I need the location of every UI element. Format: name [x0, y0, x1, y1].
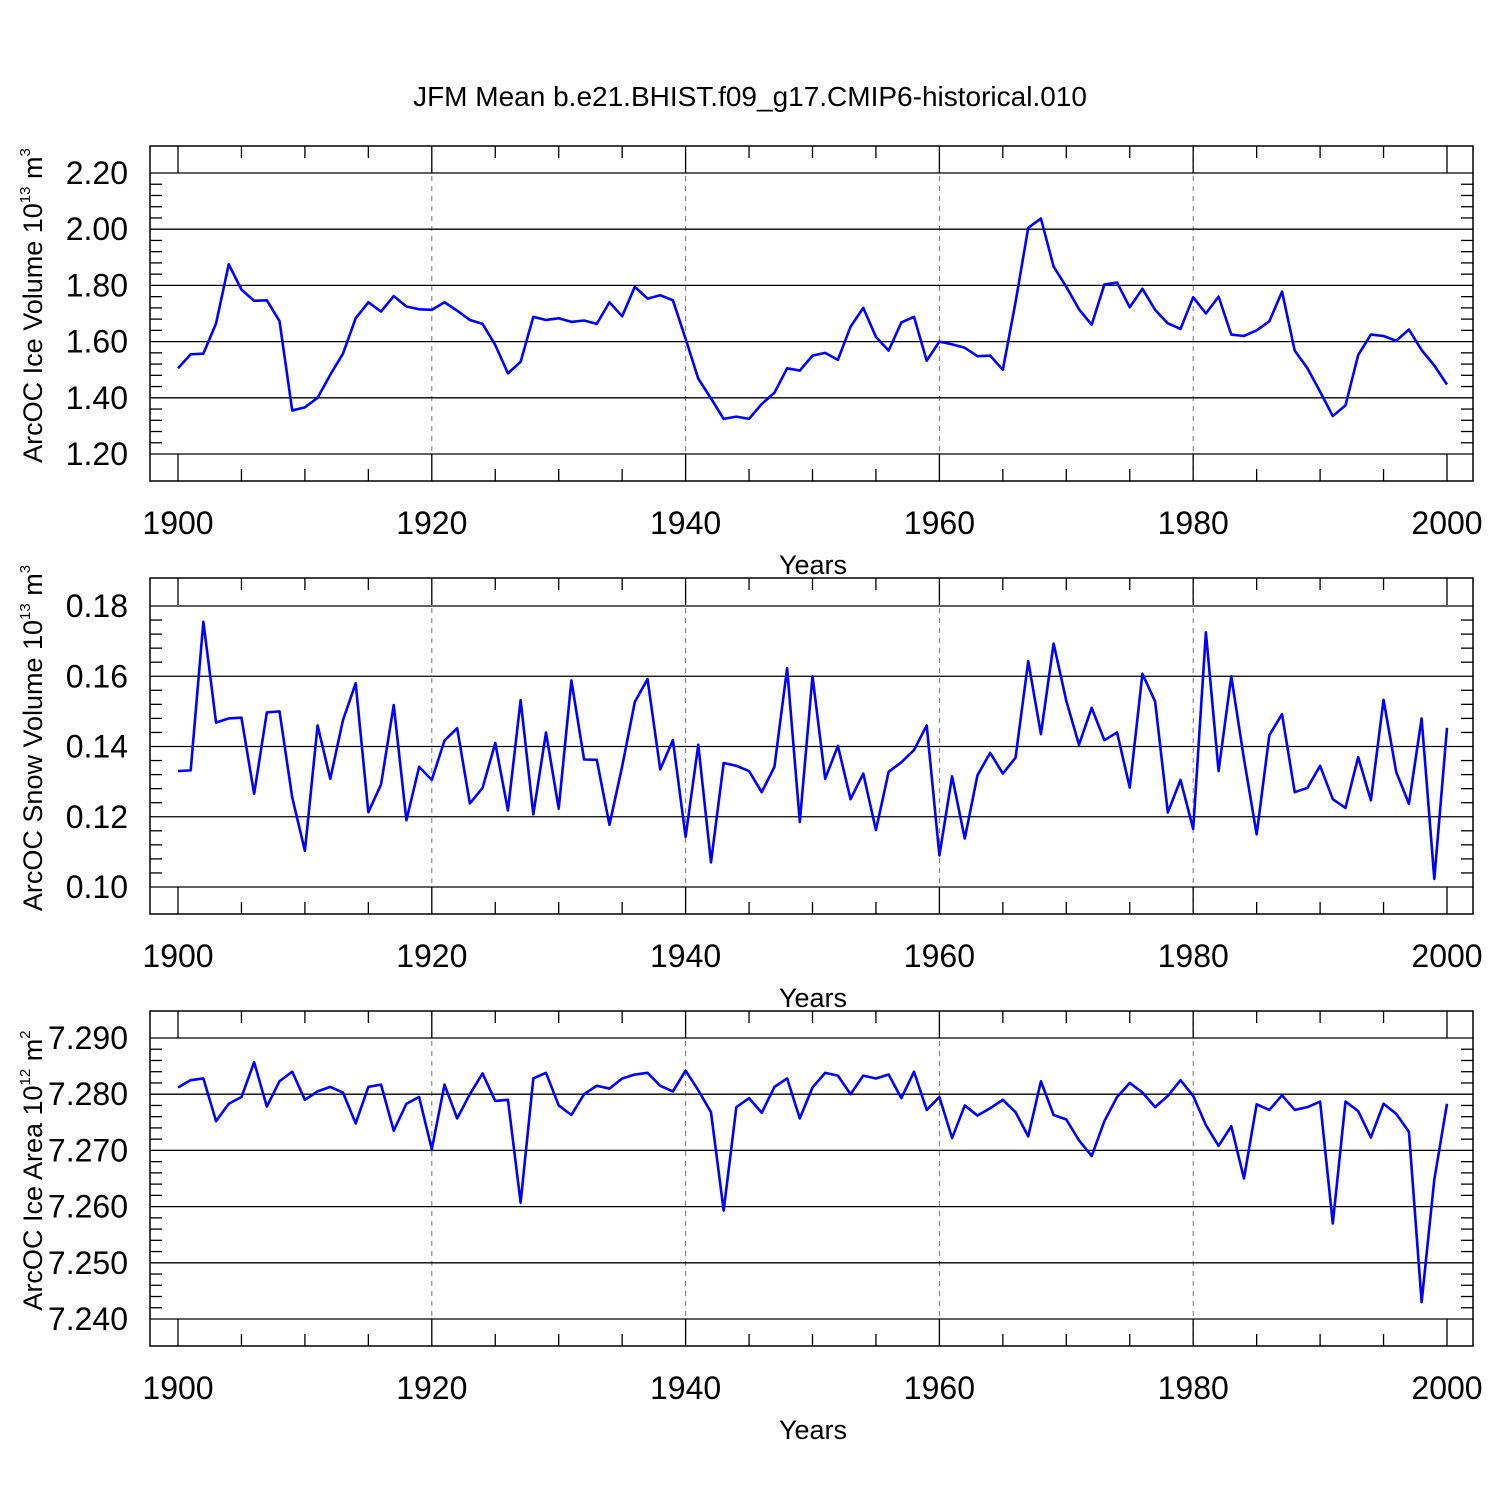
- y-axis-label-exp: 12: [17, 1069, 34, 1086]
- y-tick-label: 0.12: [66, 799, 128, 835]
- x-axis-label: Years: [779, 550, 847, 580]
- series-line-ice-volume: [177, 217, 1449, 421]
- x-tick-label: 2000: [1411, 1370, 1482, 1406]
- x-tick-label: 1940: [650, 505, 721, 541]
- y-tick-label: 0.16: [66, 658, 128, 694]
- y-axis-label-main: ArcOC Ice Volume 10: [18, 203, 48, 463]
- y-tick-label: 0.10: [66, 869, 128, 905]
- plot-frame: [149, 1010, 1474, 1347]
- y-axis-label-unit-exp: 2: [17, 1030, 34, 1038]
- x-tick-label: 1960: [904, 1370, 975, 1406]
- y-axis-label-unit: m: [18, 573, 48, 603]
- y-tick-label: 0.18: [66, 588, 128, 624]
- y-axis-label-unit-exp: 3: [17, 148, 34, 156]
- y-axis-label: ArcOC Ice Area 1012 m2: [17, 1030, 48, 1310]
- x-axis-label: Years: [779, 1415, 847, 1445]
- y-tick-label: 7.280: [48, 1076, 128, 1112]
- x-tick-label: 2000: [1411, 505, 1482, 541]
- y-tick-label: 7.240: [48, 1301, 128, 1337]
- x-tick-label: 1920: [396, 1370, 467, 1406]
- series-points-ice-volume: [178, 218, 1447, 419]
- y-axis-label-main: ArcOC Ice Area 10: [18, 1085, 48, 1310]
- y-tick-label: 2.20: [66, 155, 128, 191]
- y-tick-label: 1.40: [66, 380, 128, 416]
- x-tick-label: 1980: [1158, 938, 1229, 974]
- y-axis-label-main: ArcOC Snow Volume 10: [18, 620, 48, 911]
- x-tick-label: 1900: [142, 1370, 213, 1406]
- x-tick-label: 1900: [142, 505, 213, 541]
- x-tick-label: 1940: [650, 938, 721, 974]
- panel-snow-volume: 0.10 0.12 0.14 0.16 0.18 1900 1920 1940 1960 1980…: [17, 565, 1483, 1013]
- y-tick-label: 7.290: [48, 1020, 128, 1056]
- y-tick-label: 1.20: [66, 436, 128, 472]
- x-tick-label: 1920: [396, 938, 467, 974]
- y-tick-label: 1.60: [66, 324, 128, 360]
- y-tick-label: 1.80: [66, 267, 128, 303]
- panel-ice-area: 7.240 7.250 7.260 7.270 7.280 7.290 1900 1920 19…: [17, 1010, 1483, 1445]
- x-tick-label: 1900: [142, 938, 213, 974]
- chart-title: JFM Mean b.e21.BHIST.f09_g17.CMIP6-histo…: [413, 81, 1087, 112]
- x-tick-label: 1980: [1158, 1370, 1229, 1406]
- series-points-ice-area: [178, 1062, 1447, 1302]
- x-axis-label: Years: [779, 983, 847, 1013]
- x-tick-label: 2000: [1411, 938, 1482, 974]
- y-tick-label: 7.260: [48, 1189, 128, 1225]
- panel-ice-volume: 1.20 1.40 1.60 1.80 2.00 2.20 1900 1920 1940 1960…: [17, 145, 1483, 580]
- series-line-snow-volume: [177, 620, 1449, 881]
- y-axis-label-exp: 13: [17, 603, 34, 620]
- y-axis-label-exp: 13: [17, 187, 34, 204]
- y-axis-label-unit: m: [18, 157, 48, 187]
- y-tick-label: 7.250: [48, 1245, 128, 1281]
- y-tick-label: 2.00: [66, 211, 128, 247]
- y-axis-label: ArcOC Ice Volume 1013 m3: [17, 148, 48, 463]
- y-tick-label: 0.14: [66, 729, 128, 765]
- y-axis-label-unit-exp: 3: [17, 565, 34, 573]
- x-tick-label: 1940: [650, 1370, 721, 1406]
- series-points-snow-volume: [178, 622, 1447, 879]
- x-tick-label: 1960: [904, 505, 975, 541]
- y-axis-label: ArcOC Snow Volume 1013 m3: [17, 565, 48, 911]
- panels: 1.20 1.40 1.60 1.80 2.00 2.20 1900 1920 1940 1960…: [17, 145, 1483, 1445]
- x-tick-label: 1920: [396, 505, 467, 541]
- series-line-ice-area: [177, 1060, 1449, 1304]
- x-tick-label: 1980: [1158, 505, 1229, 541]
- y-tick-label: 7.270: [48, 1132, 128, 1168]
- y-axis-label-unit: m: [18, 1039, 48, 1069]
- x-tick-label: 1960: [904, 938, 975, 974]
- plot-frame: [149, 145, 1474, 482]
